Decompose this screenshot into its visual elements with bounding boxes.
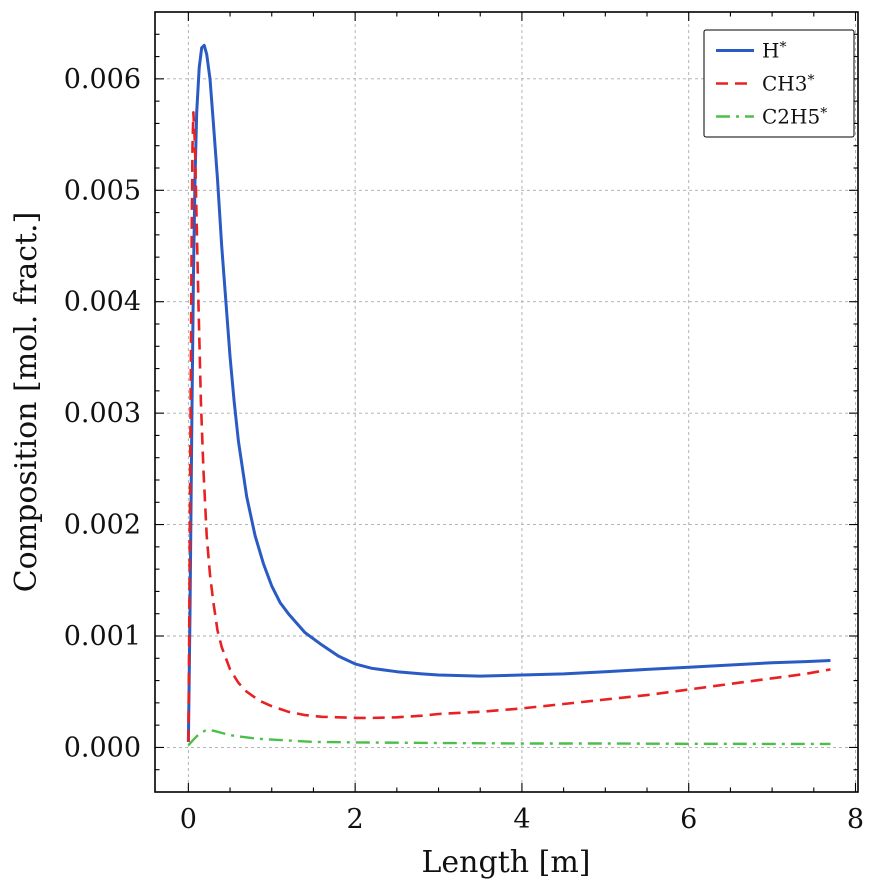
x-tick-label: 6 [680,804,697,835]
legend-label: CH3* [762,72,814,96]
series-line-H [186,43,831,742]
tick-labels: 0 2 4 6 8 0.000 0.001 0.002 0.003 0.004 0.005 0.006 [64,64,864,835]
plot-frame [154,11,859,793]
x-tick-label: 2 [347,804,364,835]
series-line-CH3 [187,111,831,742]
x-tick-label: 4 [513,804,530,835]
y-tick-label: 0.000 [64,732,141,763]
y-tick-label: 0.001 [64,621,141,652]
y-axis-label: Composition [mol. fract.] [9,212,44,593]
legend-label: C2H5* [762,105,827,129]
y-tick-label: 0.004 [64,287,141,318]
series-line-C2H5 [187,729,831,747]
y-tick-label: 0.006 [64,64,141,95]
axis-ticks [155,12,858,792]
y-tick-label: 0.003 [64,398,141,429]
series-lines [186,43,831,747]
x-tick-label: 8 [847,804,864,835]
x-axis-label: Length [m] [422,845,591,880]
y-tick-label: 0.005 [64,175,141,206]
legend: H*CH3*C2H5* [703,29,855,138]
y-tick-label: 0.002 [64,510,141,541]
x-tick-label: 0 [180,804,197,835]
